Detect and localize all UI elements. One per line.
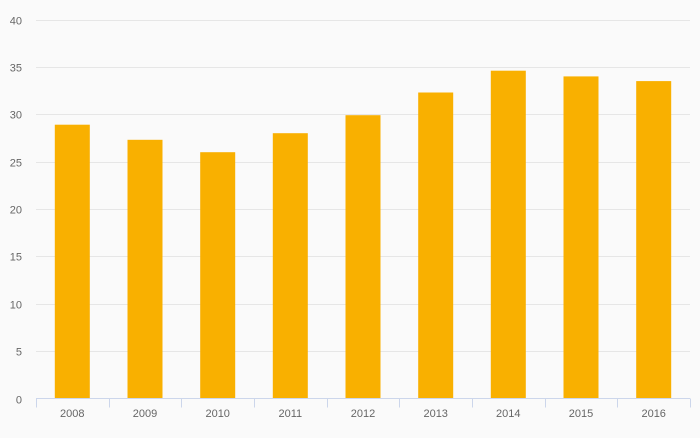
y-tick-label: 10 bbox=[10, 300, 22, 312]
y-tick-label: 25 bbox=[10, 158, 22, 170]
x-tick-label: 2016 bbox=[641, 408, 665, 420]
x-tick-label: 2010 bbox=[205, 408, 229, 420]
x-tick-label: 2015 bbox=[569, 408, 593, 420]
bar-2015[interactable] bbox=[563, 76, 599, 399]
bar-2016[interactable] bbox=[636, 81, 672, 399]
y-axis-tick-labels: 0 5 10 15 20 25 30 35 40 bbox=[10, 16, 22, 407]
y-tick-label: 15 bbox=[10, 252, 22, 264]
y-tick-label: 0 bbox=[16, 395, 22, 407]
x-tick-label: 2014 bbox=[496, 408, 520, 420]
bar-2012[interactable] bbox=[345, 115, 381, 399]
x-tick-label: 2008 bbox=[60, 408, 84, 420]
bar-2010[interactable] bbox=[200, 152, 236, 399]
x-tick-label: 2012 bbox=[351, 408, 375, 420]
x-tick-label: 2011 bbox=[278, 408, 302, 420]
bar-2009[interactable] bbox=[127, 139, 163, 399]
y-tick-label: 5 bbox=[16, 347, 22, 359]
x-axis-tick-labels: 2008 2009 2010 2011 2012 2013 2014 2015 2016 bbox=[60, 408, 666, 420]
bar-2013[interactable] bbox=[418, 92, 454, 399]
x-axis bbox=[36, 398, 691, 408]
x-tick-label: 2013 bbox=[423, 408, 447, 420]
bar-2011[interactable] bbox=[272, 133, 308, 399]
x-tick-label: 2009 bbox=[133, 408, 157, 420]
bars bbox=[54, 70, 672, 399]
y-tick-label: 35 bbox=[10, 63, 22, 75]
bar-2014[interactable] bbox=[490, 70, 526, 399]
bar-2008[interactable] bbox=[54, 124, 90, 399]
y-tick-label: 40 bbox=[10, 16, 22, 28]
y-tick-label: 30 bbox=[10, 110, 22, 122]
y-tick-label: 20 bbox=[10, 205, 22, 217]
